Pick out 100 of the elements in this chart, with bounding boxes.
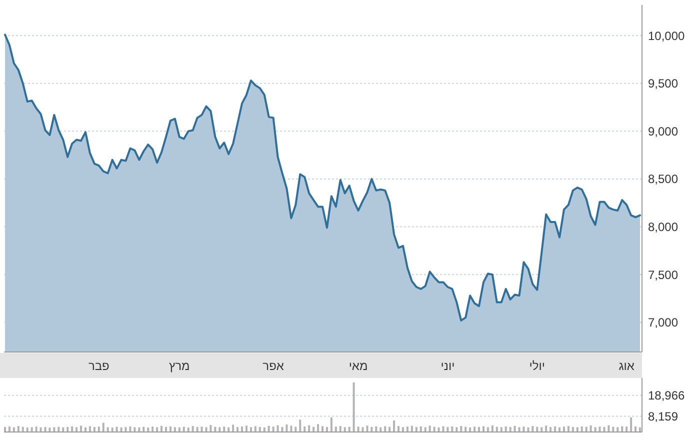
- bar: [478, 426, 480, 432]
- bar: [156, 427, 158, 432]
- bar: [53, 427, 56, 432]
- bar: [17, 426, 20, 432]
- bar: [35, 426, 38, 432]
- bar: [366, 426, 368, 432]
- y-tick-label: 8,500: [648, 172, 678, 186]
- bar: [532, 426, 534, 432]
- bar: [482, 426, 484, 432]
- y-tick-label: 8,000: [648, 220, 678, 234]
- bar: [393, 420, 396, 432]
- bar: [134, 427, 136, 432]
- bar: [522, 426, 525, 432]
- bar: [456, 427, 458, 432]
- bar: [124, 426, 127, 432]
- y-tick-label: 9,000: [648, 124, 678, 138]
- bar: [254, 426, 256, 432]
- bar: [616, 427, 619, 432]
- bar: [576, 427, 578, 432]
- bar: [236, 426, 239, 432]
- bar: [398, 426, 400, 432]
- bar: [258, 426, 261, 432]
- bar: [424, 427, 426, 432]
- bar: [174, 427, 176, 432]
- bar: [30, 427, 33, 432]
- bar: [460, 426, 462, 432]
- y-tick-label: 18,966: [648, 388, 686, 403]
- x-tick-label: אוג: [618, 359, 635, 373]
- bar: [326, 426, 328, 432]
- bar: [111, 428, 114, 432]
- bar: [562, 426, 565, 432]
- bar: [205, 427, 208, 432]
- bar: [428, 426, 431, 432]
- bar: [402, 427, 404, 432]
- bar: [299, 420, 302, 432]
- bar: [540, 427, 543, 432]
- bar: [218, 427, 221, 432]
- bar: [572, 426, 574, 432]
- bar: [286, 424, 288, 432]
- bar: [330, 417, 332, 432]
- bar: [594, 427, 596, 432]
- y-tick-label: 7,000: [648, 316, 678, 330]
- bar: [48, 428, 51, 432]
- bar: [98, 426, 100, 432]
- y-tick-label: 8,159: [648, 409, 678, 424]
- bar: [200, 426, 203, 432]
- bar: [590, 425, 592, 432]
- bar: [384, 426, 386, 432]
- bar: [357, 426, 360, 432]
- bar: [446, 426, 449, 432]
- bar: [106, 427, 109, 432]
- bar: [88, 426, 91, 432]
- bar: [339, 426, 342, 432]
- bar: [147, 428, 150, 432]
- bar: [290, 426, 292, 432]
- bar: [250, 427, 252, 432]
- bar: [626, 426, 628, 432]
- bar: [630, 417, 632, 432]
- bar: [223, 426, 226, 432]
- bar: [598, 426, 601, 432]
- bar: [102, 422, 104, 432]
- bar: [550, 426, 552, 432]
- x-tick-label: אפר: [262, 359, 284, 373]
- bar: [164, 426, 167, 432]
- bar: [281, 426, 284, 432]
- bar: [232, 424, 234, 432]
- bar: [344, 427, 346, 432]
- bar: [196, 426, 198, 432]
- x-tick-label: יולי: [529, 359, 546, 373]
- bar: [4, 426, 6, 432]
- bar: [621, 426, 624, 432]
- bar: [66, 426, 69, 432]
- bar: [352, 382, 355, 432]
- bar: [362, 427, 364, 432]
- bar: [442, 426, 444, 432]
- bar: [509, 426, 512, 432]
- bar: [160, 426, 163, 432]
- bar: [268, 426, 270, 432]
- x-tick-label: פבר: [88, 359, 110, 373]
- x-tick-label: יוני: [440, 359, 455, 373]
- bar: [406, 426, 408, 432]
- bar: [518, 427, 520, 432]
- bar: [410, 426, 413, 432]
- bar: [334, 426, 337, 432]
- bar: [415, 426, 418, 432]
- bar: [245, 426, 248, 432]
- bar: [322, 426, 324, 432]
- x-tick-label: מרץ: [169, 359, 190, 373]
- bar: [76, 427, 78, 432]
- bar: [500, 427, 502, 432]
- bar: [80, 426, 82, 432]
- bar: [370, 426, 373, 432]
- bar: [486, 427, 489, 432]
- bar: [210, 425, 212, 432]
- bar: [272, 426, 274, 432]
- bar: [514, 426, 516, 432]
- x-tick-label: מאי: [348, 359, 368, 373]
- bar: [93, 426, 96, 432]
- bar: [567, 426, 570, 432]
- bar: [192, 426, 194, 432]
